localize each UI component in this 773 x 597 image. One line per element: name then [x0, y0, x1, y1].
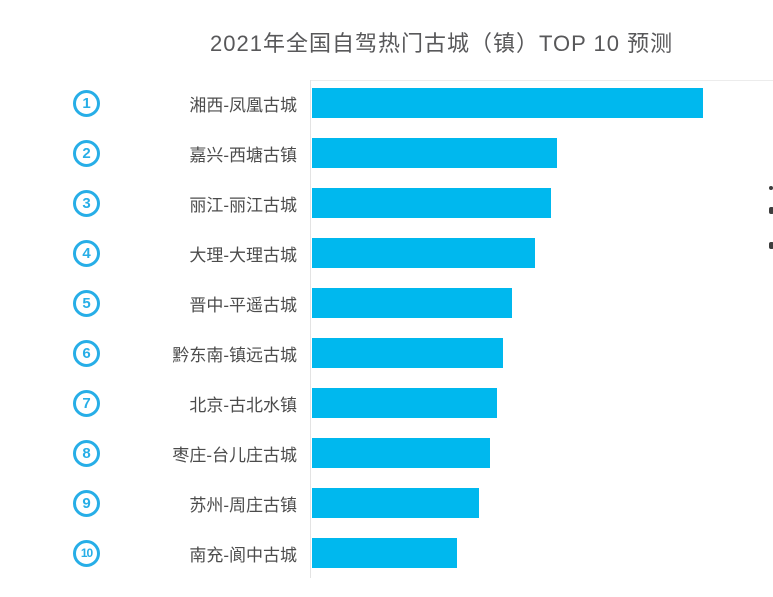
rank-badge: 1	[73, 89, 100, 117]
table-row: 4 大理-大理古城	[0, 228, 773, 278]
bar-track	[312, 238, 535, 268]
bar-track	[312, 88, 703, 118]
category-label: 晋中-平遥古城	[189, 295, 297, 315]
category-label: 黔东南-镇远古城	[172, 345, 297, 365]
edge-clipped-glyph-fragment	[769, 242, 773, 249]
table-row: 7 北京-古北水镇	[0, 378, 773, 428]
bar-track	[312, 488, 479, 518]
bar	[312, 438, 490, 468]
table-row: 9 苏州-周庄古镇	[0, 478, 773, 528]
rank-badge: 4	[73, 239, 100, 267]
bar	[312, 338, 503, 368]
edge-clipped-glyph-fragment	[769, 186, 773, 190]
category-label: 大理-大理古城	[189, 245, 297, 265]
bar	[312, 238, 535, 268]
bar-track	[312, 288, 512, 318]
category-label: 北京-古北水镇	[189, 395, 297, 415]
table-row: 1 湘西-凤凰古城	[0, 78, 773, 128]
rank-badge: 10	[73, 539, 100, 567]
bar	[312, 488, 479, 518]
bar-track	[312, 388, 497, 418]
rank-badge: 5	[73, 289, 100, 317]
chart-rows: 1 湘西-凤凰古城 2 嘉兴-西塘古镇 3 丽江-丽江古城 4 大理-大理古城 5 晋中-平遥古城…	[0, 78, 773, 578]
rank-badge: 7	[73, 389, 100, 417]
bar	[312, 188, 551, 218]
bar	[312, 288, 512, 318]
category-label: 湘西-凤凰古城	[189, 95, 297, 115]
rank-badge: 6	[73, 339, 100, 367]
category-label: 嘉兴-西塘古镇	[189, 145, 297, 165]
category-label: 丽江-丽江古城	[189, 195, 297, 215]
table-row: 8 枣庄-台儿庄古城	[0, 428, 773, 478]
rank-badge: 3	[73, 189, 100, 217]
bar-track	[312, 338, 503, 368]
table-row: 10 南充-阆中古城	[0, 528, 773, 578]
bar	[312, 388, 497, 418]
bar-track	[312, 188, 551, 218]
rank-badge: 2	[73, 139, 100, 167]
category-label: 南充-阆中古城	[189, 545, 297, 565]
bar	[312, 88, 703, 118]
bar	[312, 138, 557, 168]
category-label: 苏州-周庄古镇	[189, 495, 297, 515]
chart-title: 2021年全国自驾热门古城（镇）TOP 10 预测	[210, 31, 674, 56]
rank-badge: 8	[73, 439, 100, 467]
edge-clipped-glyph-fragment	[769, 207, 773, 214]
plot-top-border	[310, 80, 773, 81]
table-row: 2 嘉兴-西塘古镇	[0, 128, 773, 178]
table-row: 6 黔东南-镇远古城	[0, 328, 773, 378]
y-axis-line	[310, 80, 311, 578]
table-row: 5 晋中-平遥古城	[0, 278, 773, 328]
bar-track	[312, 138, 557, 168]
bar-track	[312, 538, 457, 568]
rank-badge: 9	[73, 489, 100, 517]
bar-track	[312, 438, 490, 468]
bar	[312, 538, 457, 568]
category-label: 枣庄-台儿庄古城	[172, 445, 297, 465]
table-row: 3 丽江-丽江古城	[0, 178, 773, 228]
